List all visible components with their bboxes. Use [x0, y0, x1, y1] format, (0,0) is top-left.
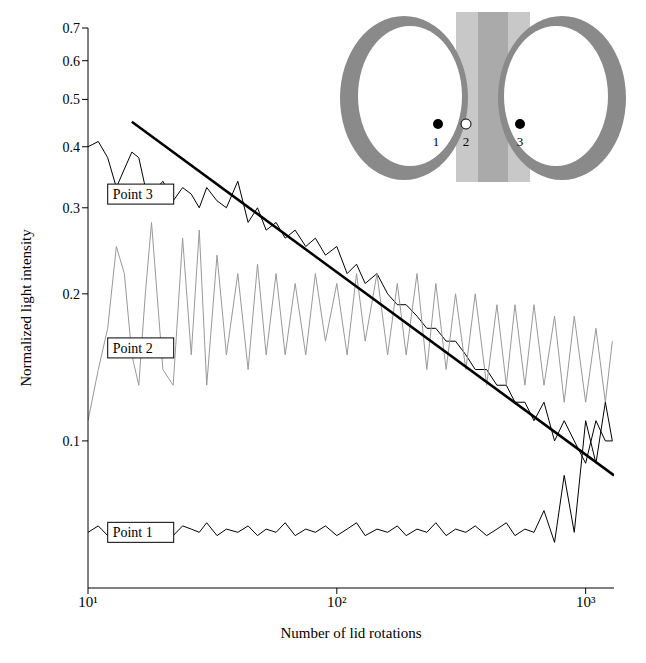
svg-text:1: 1 — [433, 134, 440, 149]
svg-text:0.7: 0.7 — [63, 21, 81, 36]
svg-text:Point 3: Point 3 — [113, 187, 153, 202]
svg-text:10³: 10³ — [576, 594, 596, 610]
svg-text:0.2: 0.2 — [63, 287, 81, 302]
svg-text:0.6: 0.6 — [63, 54, 81, 69]
svg-text:0.5: 0.5 — [63, 92, 81, 107]
svg-text:Number of lid rotations: Number of lid rotations — [280, 625, 421, 641]
svg-text:0.1: 0.1 — [63, 434, 81, 449]
svg-text:10²: 10² — [327, 594, 347, 610]
svg-text:3: 3 — [517, 134, 524, 149]
svg-text:0.4: 0.4 — [63, 140, 81, 155]
svg-text:2: 2 — [463, 134, 470, 149]
svg-text:Point 1: Point 1 — [113, 525, 153, 540]
svg-text:10¹: 10¹ — [78, 594, 98, 610]
svg-text:0.3: 0.3 — [63, 201, 81, 216]
svg-text:Normalized light intensity: Normalized light intensity — [18, 229, 34, 387]
svg-text:Point 2: Point 2 — [113, 341, 153, 356]
